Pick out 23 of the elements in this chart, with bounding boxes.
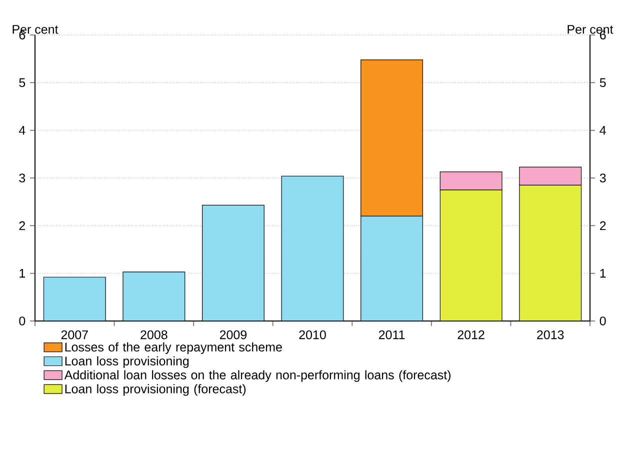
x-tick-label: 2009 [220, 330, 247, 340]
y-tick-label: 5 [19, 78, 26, 88]
y-tick-label: 2 [19, 221, 26, 230]
y-tick-label: 0 [19, 316, 26, 326]
x-tick-label: 2011 [378, 330, 405, 340]
y2-tick-label: 3 [600, 174, 606, 182]
x-tick-label: 2013 [537, 330, 564, 340]
legend-label: Loan loss provisioning (forecast) [65, 384, 246, 396]
y2-tick-label: 1 [600, 269, 606, 278]
legend-label: Loan loss provisioning [65, 356, 189, 368]
x-tick-label: 2010 [299, 330, 326, 340]
y2-tick-label: 2 [600, 221, 606, 230]
y-tick-label: 1 [20, 269, 26, 278]
y2-tick-label: 5 [600, 78, 606, 88]
y-tick-label: 4 [18, 126, 26, 135]
x-tick-label: 2012 [458, 330, 484, 340]
legend-label: Losses of the early repayment scheme [65, 342, 282, 354]
y2-tick-label: 0 [600, 316, 606, 326]
x-tick-label: 2008 [140, 330, 168, 340]
y-tick-label: 3 [19, 174, 26, 182]
y2-tick-label: 4 [600, 126, 606, 135]
x-tick-label: 2007 [61, 330, 88, 340]
legend-label: Additional loan losses on the already non-performing loans (forecast) [64, 370, 451, 382]
